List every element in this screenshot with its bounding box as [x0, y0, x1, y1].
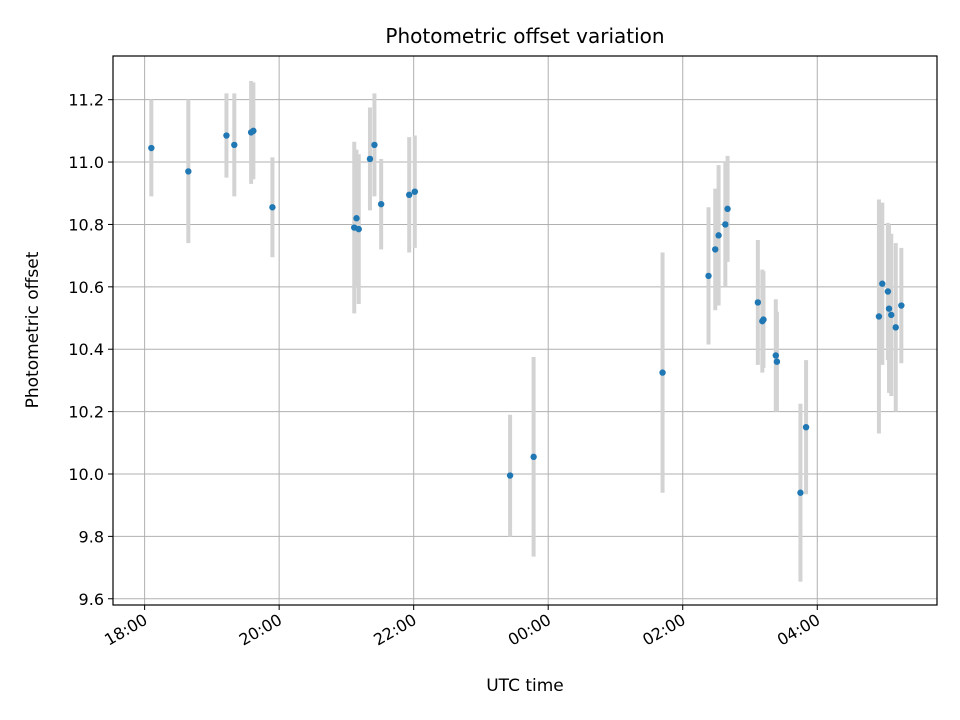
x-axis-label: UTC time: [486, 676, 564, 696]
data-point: [892, 324, 899, 331]
data-point: [705, 272, 712, 280]
y-tick-label: 10.2: [68, 403, 104, 422]
data-point: [366, 155, 374, 163]
y-axis-label: Photometric offset: [23, 251, 43, 408]
data-point: [760, 316, 767, 323]
data-point: [802, 423, 810, 431]
chart-title: Photometric offset variation: [385, 24, 664, 48]
y-axis-ticks: 9.6 9.8 10.0 10.2 10.4 10.6 10.8 11.0 11.2: [68, 91, 113, 609]
y-tick-label: 11.0: [68, 153, 104, 172]
y-tick-label: 9.8: [79, 527, 104, 546]
plot-frame: [112, 55, 938, 606]
data-point: [411, 188, 418, 195]
data-point: [659, 369, 666, 376]
data-point: [223, 132, 230, 139]
data-points: [148, 127, 905, 496]
y-tick-label: 10.6: [68, 278, 104, 297]
data-point: [377, 200, 385, 208]
data-point: [185, 168, 192, 175]
data-point: [885, 305, 893, 312]
data-point: [797, 489, 804, 496]
data-point: [148, 144, 155, 152]
y-tick-label: 9.6: [79, 590, 104, 609]
data-point: [355, 225, 362, 233]
data-point: [269, 204, 276, 211]
data-point: [773, 358, 781, 365]
data-point: [353, 215, 360, 222]
data-point: [712, 246, 719, 253]
y-tick-label: 10.0: [68, 465, 104, 484]
grid: [113, 56, 937, 605]
y-tick-label: 10.4: [68, 340, 104, 359]
data-point: [715, 232, 722, 239]
data-point: [530, 453, 537, 461]
data-point: [875, 313, 883, 320]
data-point: [772, 352, 779, 359]
data-point: [506, 472, 514, 479]
data-point: [722, 221, 729, 228]
data-point: [405, 191, 413, 199]
y-tick-label: 10.8: [68, 215, 104, 234]
data-point: [884, 288, 892, 295]
data-point: [879, 280, 886, 287]
data-point: [754, 299, 762, 306]
data-point: [724, 205, 731, 213]
data-point: [371, 141, 378, 149]
data-point: [231, 141, 238, 149]
data-point: [898, 302, 905, 309]
y-tick-label: 11.2: [68, 91, 104, 110]
data-point: [250, 127, 257, 135]
data-point: [888, 311, 895, 319]
